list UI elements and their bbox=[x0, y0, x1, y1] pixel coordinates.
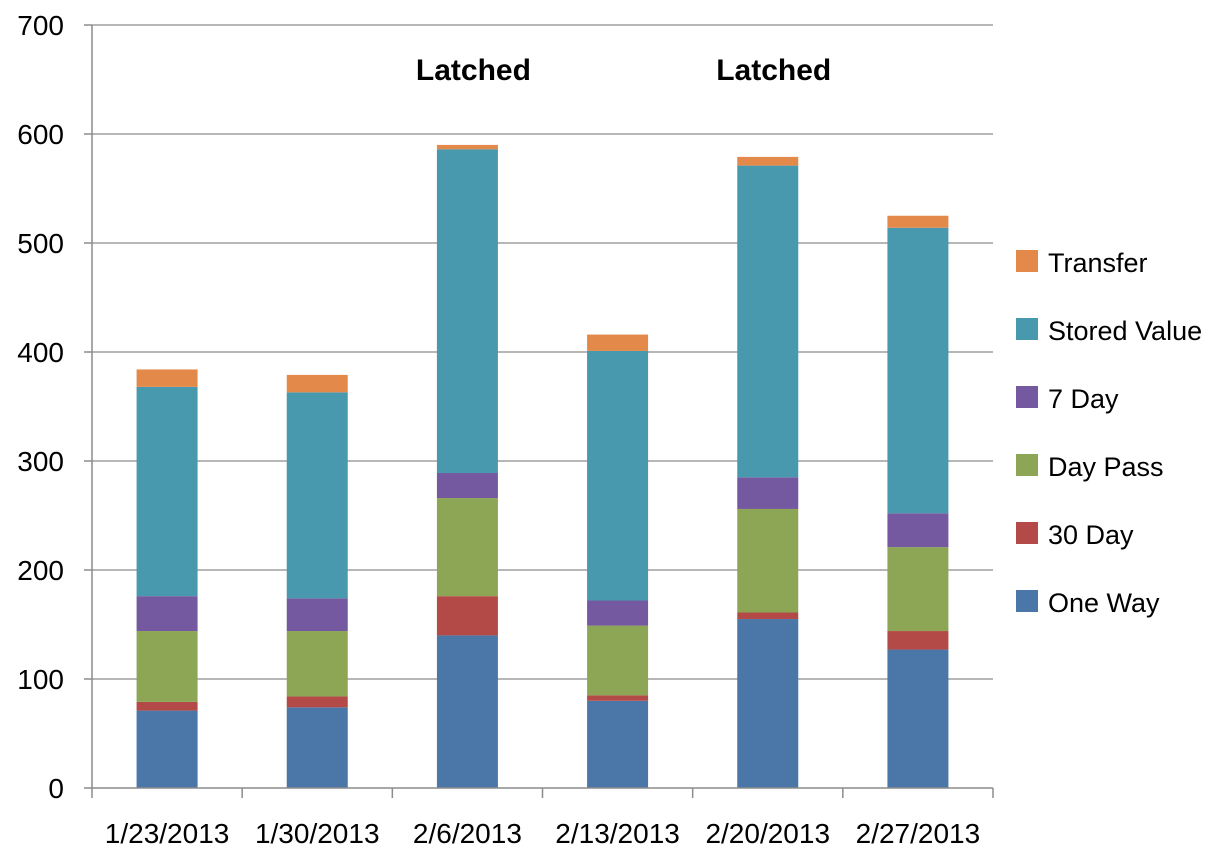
bar-segment-one-way bbox=[887, 649, 949, 788]
y-tick-label: 700 bbox=[17, 10, 64, 41]
bar-segment-stored-value bbox=[436, 149, 498, 473]
y-tick-label: 600 bbox=[17, 119, 64, 150]
x-tick-label: 2/13/2013 bbox=[555, 818, 680, 849]
y-tick-label: 300 bbox=[17, 446, 64, 477]
bar-segment-day-pass bbox=[136, 631, 198, 702]
bar-segment-stored-value bbox=[587, 350, 649, 601]
bar-stacks bbox=[136, 144, 949, 788]
bar-segment-30-day bbox=[737, 612, 799, 620]
legend-swatch bbox=[1016, 386, 1038, 408]
x-tick-label: 2/27/2013 bbox=[856, 818, 981, 849]
bar-segment-30-day bbox=[286, 696, 348, 708]
annotations: Latched Latched bbox=[416, 54, 831, 87]
legend-swatch bbox=[1016, 522, 1038, 544]
bar-segment-30-day bbox=[587, 695, 649, 701]
annotation-label: Latched bbox=[416, 54, 531, 87]
y-axis-ticks: 0 100 200 300 400 500 600 700 bbox=[17, 10, 64, 804]
bar-segment-one-way bbox=[587, 700, 649, 788]
bar-segment-7-day bbox=[286, 598, 348, 632]
legend-label: 7 Day bbox=[1048, 384, 1119, 414]
bar-segment-7-day bbox=[436, 472, 498, 499]
annotation-label: Latched bbox=[716, 54, 831, 87]
bar-segment-30-day bbox=[887, 631, 949, 650]
bar-segment-transfer bbox=[286, 374, 348, 393]
bar-segment-7-day bbox=[136, 596, 198, 632]
bar-segment-one-way bbox=[286, 707, 348, 788]
legend-label: Stored Value bbox=[1048, 316, 1202, 346]
legend-label: One Way bbox=[1048, 588, 1160, 618]
bar-segment-transfer bbox=[136, 369, 198, 387]
bar-segment-transfer bbox=[737, 156, 799, 166]
y-tick-label: 100 bbox=[17, 664, 64, 695]
bar-segment-transfer bbox=[587, 334, 649, 351]
x-tick-label: 1/30/2013 bbox=[255, 818, 380, 849]
bar-segment-transfer bbox=[436, 144, 498, 150]
legend-label: Transfer bbox=[1048, 248, 1148, 278]
bar-segment-day-pass bbox=[286, 631, 348, 697]
bar-segment-day-pass bbox=[587, 625, 649, 696]
gridlines bbox=[92, 24, 993, 680]
x-tick-label: 2/6/2013 bbox=[413, 818, 522, 849]
bar-segment-one-way bbox=[136, 710, 198, 788]
bar-segment-day-pass bbox=[737, 508, 799, 613]
x-tick-label: 2/20/2013 bbox=[705, 818, 830, 849]
y-tick-label: 400 bbox=[17, 337, 64, 368]
y-tick-label: 500 bbox=[17, 228, 64, 259]
legend-label: Day Pass bbox=[1048, 452, 1164, 482]
x-axis-ticks: 1/23/2013 1/30/2013 2/6/2013 2/13/2013 2/20/… bbox=[105, 818, 980, 849]
legend-swatch bbox=[1016, 454, 1038, 476]
legend-swatch bbox=[1016, 250, 1038, 272]
legend-label: 30 Day bbox=[1048, 520, 1134, 550]
bar-segment-one-way bbox=[436, 635, 498, 788]
bar-segment-transfer bbox=[887, 215, 949, 228]
bar-segment-stored-value bbox=[286, 392, 348, 599]
bar-segment-day-pass bbox=[887, 547, 949, 632]
bar-segment-day-pass bbox=[436, 498, 498, 597]
bar-segment-30-day bbox=[136, 701, 198, 711]
bar-segment-stored-value bbox=[887, 227, 949, 514]
bar-segment-7-day bbox=[887, 513, 949, 548]
legend: Transfer Stored Value 7 Day Day Pass 30 Day O… bbox=[1016, 248, 1202, 618]
bar-segment-7-day bbox=[587, 600, 649, 626]
bar-segment-30-day bbox=[436, 596, 498, 636]
x-tick-label: 1/23/2013 bbox=[105, 818, 230, 849]
bar-segment-stored-value bbox=[136, 386, 198, 597]
bar-segment-7-day bbox=[737, 477, 799, 509]
axes bbox=[84, 24, 994, 798]
legend-swatch bbox=[1016, 318, 1038, 340]
y-tick-label: 200 bbox=[17, 555, 64, 586]
y-tick-label: 0 bbox=[48, 773, 64, 804]
bar-segment-stored-value bbox=[737, 165, 799, 478]
bar-segment-one-way bbox=[737, 619, 799, 788]
legend-swatch bbox=[1016, 590, 1038, 612]
